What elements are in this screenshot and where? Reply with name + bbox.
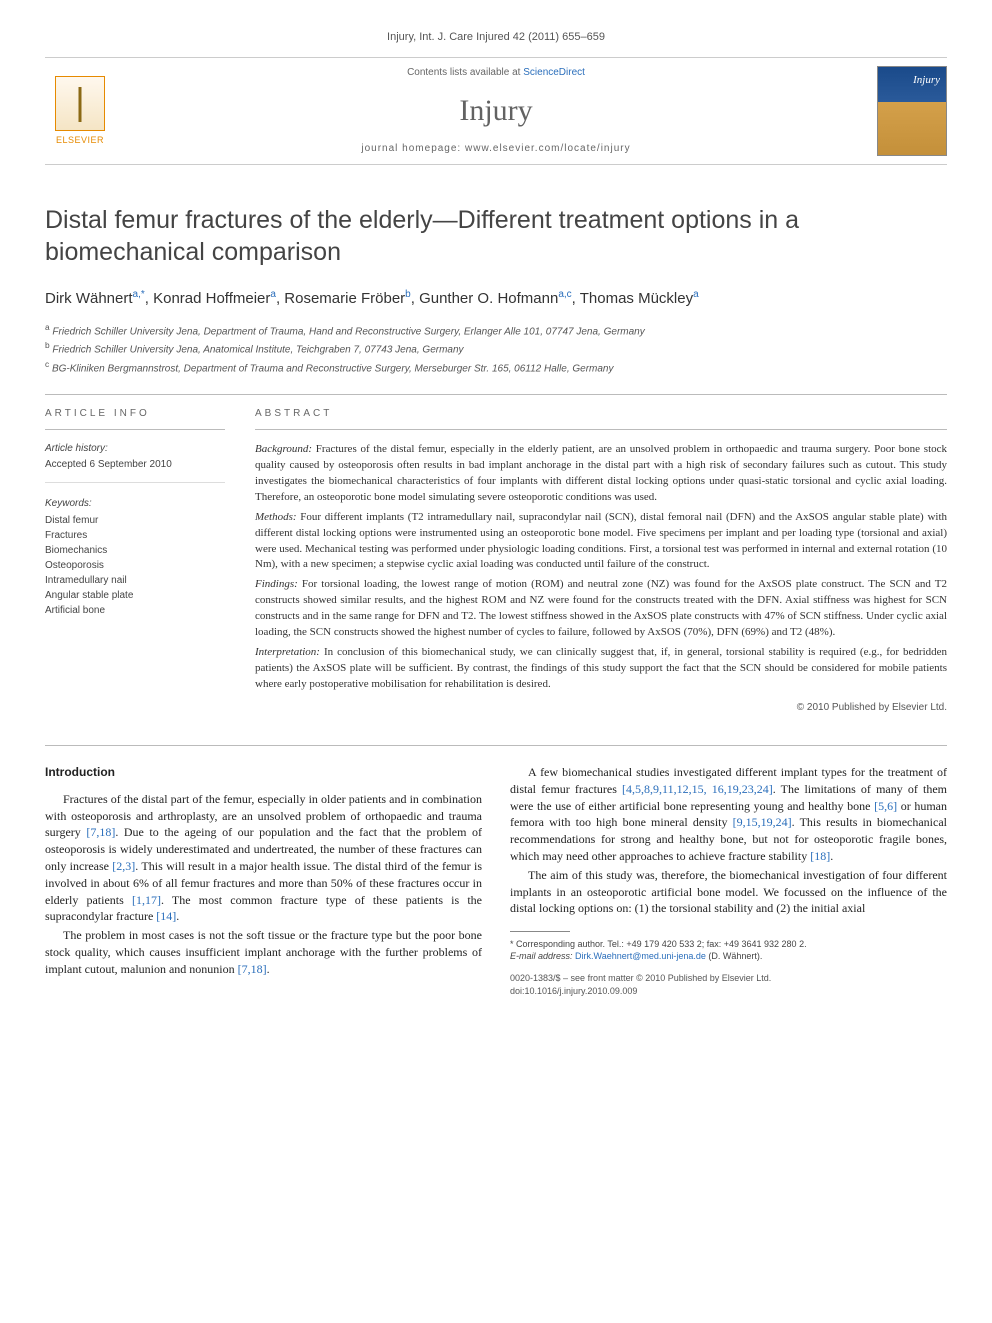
keywords-heading: Keywords: — [45, 497, 225, 511]
journal-cover-thumbnail — [877, 66, 947, 156]
journal-name: Injury — [130, 90, 862, 132]
keyword: Artificial bone — [45, 603, 225, 618]
keywords-list: Distal femurFracturesBiomechanicsOsteopo… — [45, 513, 225, 618]
keyword: Fractures — [45, 528, 225, 543]
keyword: Angular stable plate — [45, 588, 225, 603]
abstract-text: Background: Fractures of the distal femu… — [255, 442, 947, 693]
keyword: Osteoporosis — [45, 558, 225, 573]
contents-available-line: Contents lists available at ScienceDirec… — [130, 66, 862, 80]
email-label: E-mail address: — [510, 951, 575, 961]
running-head: Injury, Int. J. Care Injured 42 (2011) 6… — [45, 30, 947, 45]
email-suffix: (D. Wähnert). — [706, 951, 763, 961]
keyword: Biomechanics — [45, 543, 225, 558]
body-paragraph: The aim of this study was, therefore, th… — [510, 867, 947, 917]
publisher-name: ELSEVIER — [56, 134, 104, 147]
journal-masthead: ELSEVIER Contents lists available at Sci… — [45, 57, 947, 165]
journal-homepage-line: journal homepage: www.elsevier.com/locat… — [130, 142, 862, 156]
footnote-separator — [510, 931, 570, 932]
body-text: Introduction Fractures of the distal par… — [45, 764, 947, 998]
findings-label: Findings: — [255, 578, 298, 590]
elsevier-tree-icon — [55, 76, 105, 131]
keyword: Distal femur — [45, 513, 225, 528]
accepted-date: Accepted 6 September 2010 — [45, 458, 225, 472]
article-history-block: Article history: Accepted 6 September 20… — [45, 442, 225, 483]
article-info-label: ARTICLE INFO — [45, 407, 225, 421]
introduction-heading: Introduction — [45, 764, 482, 781]
abstract-methods: Four different implants (T2 intramedulla… — [255, 511, 947, 571]
abstract-column: ABSTRACT Background: Fractures of the di… — [255, 407, 947, 715]
copyright-line: © 2010 Published by Elsevier Ltd. — [255, 701, 947, 715]
article-title: Distal femur fractures of the elderly—Di… — [45, 205, 947, 268]
divider — [45, 429, 225, 430]
keyword: Intramedullary nail — [45, 573, 225, 588]
methods-label: Methods: — [255, 511, 297, 523]
affiliation-line: b Friedrich Schiller University Jena, An… — [45, 339, 947, 357]
homepage-prefix: journal homepage: — [361, 143, 465, 154]
abstract-interpretation: In conclusion of this biomechanical stud… — [255, 646, 947, 690]
divider — [45, 745, 947, 746]
body-paragraph: Fractures of the distal part of the femu… — [45, 791, 482, 925]
masthead-center: Contents lists available at ScienceDirec… — [130, 66, 862, 156]
affiliations: a Friedrich Schiller University Jena, De… — [45, 321, 947, 376]
contents-prefix: Contents lists available at — [407, 67, 523, 78]
article-info-column: ARTICLE INFO Article history: Accepted 6… — [45, 407, 225, 715]
elsevier-logo: ELSEVIER — [45, 71, 115, 151]
sciencedirect-link[interactable]: ScienceDirect — [523, 67, 585, 78]
divider — [255, 429, 947, 430]
abstract-findings: For torsional loading, the lowest range … — [255, 578, 947, 638]
corresponding-contact: Tel.: +49 179 420 533 2; fax: +49 3641 9… — [607, 939, 806, 949]
corresponding-author-footnote: * Corresponding author. Tel.: +49 179 42… — [510, 938, 947, 962]
abstract-label: ABSTRACT — [255, 407, 947, 421]
footer-metadata: 0020-1383/$ – see front matter © 2010 Pu… — [510, 972, 947, 997]
abstract-background: Fractures of the distal femur, especiall… — [255, 443, 947, 503]
background-label: Background: — [255, 443, 312, 455]
info-abstract-row: ARTICLE INFO Article history: Accepted 6… — [45, 407, 947, 715]
interpretation-label: Interpretation: — [255, 646, 320, 658]
homepage-url: www.elsevier.com/locate/injury — [465, 143, 631, 154]
corresponding-label: * Corresponding author. — [510, 939, 607, 949]
keywords-block: Keywords: Distal femurFracturesBiomechan… — [45, 497, 225, 628]
affiliation-line: a Friedrich Schiller University Jena, De… — [45, 321, 947, 339]
issn-line: 0020-1383/$ – see front matter © 2010 Pu… — [510, 972, 947, 985]
body-paragraph: The problem in most cases is not the sof… — [45, 927, 482, 977]
divider — [45, 394, 947, 395]
history-heading: Article history: — [45, 442, 225, 456]
body-paragraph: A few biomechanical studies investigated… — [510, 764, 947, 865]
affiliation-line: c BG-Kliniken Bergmannstrost, Department… — [45, 358, 947, 376]
corresponding-email-link[interactable]: Dirk.Waehnert@med.uni-jena.de — [575, 951, 706, 961]
doi-line: doi:10.1016/j.injury.2010.09.009 — [510, 985, 947, 998]
author-list: Dirk Wähnerta,*, Konrad Hoffmeiera, Rose… — [45, 288, 947, 309]
